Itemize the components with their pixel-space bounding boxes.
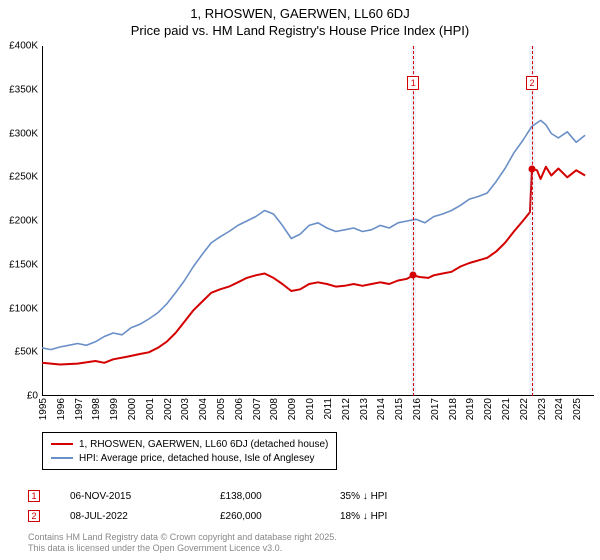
footer-line-1: Contains HM Land Registry data © Crown c…: [28, 532, 337, 543]
x-tick-label: 2021: [501, 398, 512, 420]
legend: 1, RHOSWEN, GAERWEN, LL60 6DJ (detached …: [42, 432, 337, 470]
sale-row: 1 06-NOV-2015£138,00035% ↓ HPI: [28, 486, 588, 506]
series-price_paid: [42, 167, 585, 365]
plot-area: 12: [42, 46, 594, 396]
x-tick-label: 2022: [519, 398, 530, 420]
sale-callout: 2: [526, 76, 538, 90]
x-tick-label: 2001: [145, 398, 156, 420]
legend-row: HPI: Average price, detached house, Isle…: [51, 451, 328, 465]
x-tick-label: 1997: [74, 398, 85, 420]
legend-label: HPI: Average price, detached house, Isle…: [79, 453, 315, 464]
sale-dot: [410, 272, 417, 279]
footer-line-2: This data is licensed under the Open Gov…: [28, 543, 337, 554]
sale-price: £138,000: [220, 491, 340, 502]
y-tick-label: £400K: [9, 41, 38, 52]
x-tick-label: 2023: [537, 398, 548, 420]
sale-vline: [413, 46, 414, 396]
sale-date: 08-JUL-2022: [70, 511, 220, 522]
x-tick-label: 1995: [38, 398, 49, 420]
y-tick-label: £250K: [9, 172, 38, 183]
x-tick-label: 2019: [465, 398, 476, 420]
legend-swatch: [51, 457, 73, 459]
legend-swatch: [51, 443, 73, 445]
sale-diff: 18% ↓ HPI: [340, 511, 387, 522]
x-tick-label: 2007: [252, 398, 263, 420]
sale-dot: [529, 165, 536, 172]
x-tick-label: 2015: [394, 398, 405, 420]
x-tick-label: 2016: [412, 398, 423, 420]
chart-container: 1, RHOSWEN, GAERWEN, LL60 6DJ Price paid…: [0, 0, 600, 560]
x-tick-label: 2002: [163, 398, 174, 420]
x-tick-label: 1998: [91, 398, 102, 420]
x-tick-label: 1999: [109, 398, 120, 420]
x-tick-label: 2000: [127, 398, 138, 420]
legend-label: 1, RHOSWEN, GAERWEN, LL60 6DJ (detached …: [79, 439, 328, 450]
sale-callout: 1: [407, 76, 419, 90]
legend-row: 1, RHOSWEN, GAERWEN, LL60 6DJ (detached …: [51, 437, 328, 451]
title-line-1: 1, RHOSWEN, GAERWEN, LL60 6DJ: [0, 6, 600, 21]
y-tick-label: £300K: [9, 128, 38, 139]
y-tick-label: £200K: [9, 216, 38, 227]
y-tick-label: £0: [27, 391, 38, 402]
title-line-2: Price paid vs. HM Land Registry's House …: [0, 23, 600, 38]
x-tick-label: 2004: [198, 398, 209, 420]
sale-vline: [532, 46, 533, 396]
footer-attribution: Contains HM Land Registry data © Crown c…: [28, 532, 337, 555]
y-tick-label: £350K: [9, 84, 38, 95]
y-tick-label: £100K: [9, 303, 38, 314]
x-tick-label: 2024: [554, 398, 565, 420]
series-hpi: [42, 120, 585, 349]
x-tick-label: 2025: [572, 398, 583, 420]
x-tick-label: 1996: [56, 398, 67, 420]
y-tick-label: £50K: [15, 347, 38, 358]
x-tick-label: 2003: [180, 398, 191, 420]
sale-price: £260,000: [220, 511, 340, 522]
sale-row: 2 08-JUL-2022£260,00018% ↓ HPI: [28, 506, 588, 526]
x-tick-label: 2011: [323, 398, 334, 420]
sale-marker: 2: [28, 510, 40, 522]
x-tick-label: 2012: [341, 398, 352, 420]
x-tick-label: 2018: [448, 398, 459, 420]
plot-svg: [42, 46, 594, 396]
y-axis: £0£50K£100K£150K£200K£250K£300K£350K£400…: [0, 46, 42, 396]
x-tick-label: 2008: [269, 398, 280, 420]
x-tick-label: 2014: [376, 398, 387, 420]
x-tick-label: 2005: [216, 398, 227, 420]
x-tick-label: 2006: [234, 398, 245, 420]
x-tick-label: 2009: [287, 398, 298, 420]
sale-date: 06-NOV-2015: [70, 491, 220, 502]
sales-table: 1 06-NOV-2015£138,00035% ↓ HPI 2 08-JUL-202…: [28, 486, 588, 526]
x-tick-label: 2020: [483, 398, 494, 420]
y-tick-label: £150K: [9, 259, 38, 270]
sale-diff: 35% ↓ HPI: [340, 491, 387, 502]
title-block: 1, RHOSWEN, GAERWEN, LL60 6DJ Price paid…: [0, 0, 600, 38]
x-tick-label: 2017: [430, 398, 441, 420]
chart-area: £0£50K£100K£150K£200K£250K£300K£350K£400…: [0, 46, 600, 436]
x-tick-label: 2010: [305, 398, 316, 420]
sale-marker: 1: [28, 490, 40, 502]
x-tick-label: 2013: [359, 398, 370, 420]
